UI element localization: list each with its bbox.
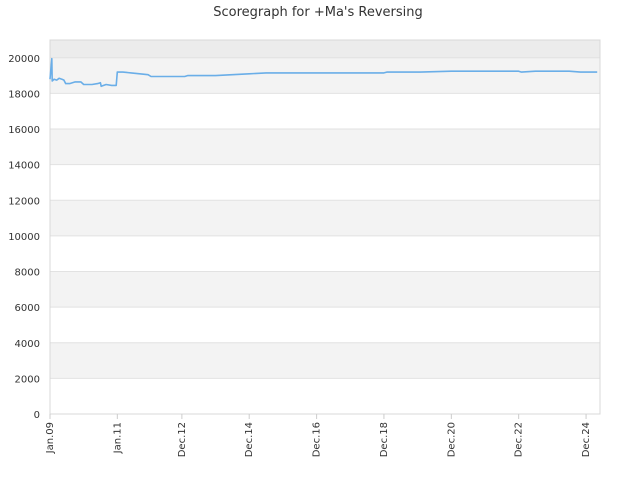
plot-band xyxy=(50,378,600,414)
x-tick-label: Dec.22 xyxy=(514,422,525,457)
x-tick-label: Jan.09 xyxy=(45,422,56,454)
gridlines xyxy=(50,57,600,415)
y-tick-label: 0 xyxy=(34,410,40,421)
plot-background-bands xyxy=(50,40,600,414)
plot-band xyxy=(50,307,600,343)
series-group xyxy=(49,57,598,88)
y-tick-label: 14000 xyxy=(8,161,40,172)
x-tick-label: Dec.18 xyxy=(379,422,390,457)
y-tick-label: 18000 xyxy=(8,89,40,100)
y-tick-label: 20000 xyxy=(8,54,40,65)
y-tick-label: 2000 xyxy=(15,374,40,385)
x-tick-label: Dec.20 xyxy=(446,422,457,457)
plot-band xyxy=(50,93,600,130)
plot-band xyxy=(50,271,600,308)
y-axis-ticks: 0 2000 4000 6000 8000 10000 12000 14000 16000 180… xyxy=(8,54,40,421)
plot-band xyxy=(50,164,600,201)
plot-band xyxy=(50,40,600,58)
plot-band xyxy=(50,200,600,236)
plot-band xyxy=(50,57,600,94)
plot-band xyxy=(50,235,600,272)
x-tick-label: Jan.11 xyxy=(112,422,123,454)
x-tick-label: Dec.16 xyxy=(312,422,323,457)
y-tick-label: 10000 xyxy=(8,232,40,243)
series-line xyxy=(49,57,598,88)
x-axis-ticks: Jan.09 Jan.11 Dec.12 Dec.14 Dec.16 Dec.18 Dec.… xyxy=(45,414,592,457)
y-tick-label: 12000 xyxy=(8,196,40,207)
y-tick-label: 16000 xyxy=(8,125,40,136)
y-tick-label: 6000 xyxy=(15,303,40,314)
x-tick-label: Dec.14 xyxy=(244,422,255,457)
chart-title: Scoregraph for +Ma's Reversing xyxy=(213,5,423,20)
x-tick-label: Dec.12 xyxy=(177,422,188,457)
x-tick-label: Dec.24 xyxy=(581,422,592,457)
plot-band xyxy=(50,342,600,379)
plot-border xyxy=(49,39,601,415)
plot-band xyxy=(50,129,600,165)
y-tick-label: 8000 xyxy=(15,268,40,279)
y-tick-label: 4000 xyxy=(15,339,40,350)
